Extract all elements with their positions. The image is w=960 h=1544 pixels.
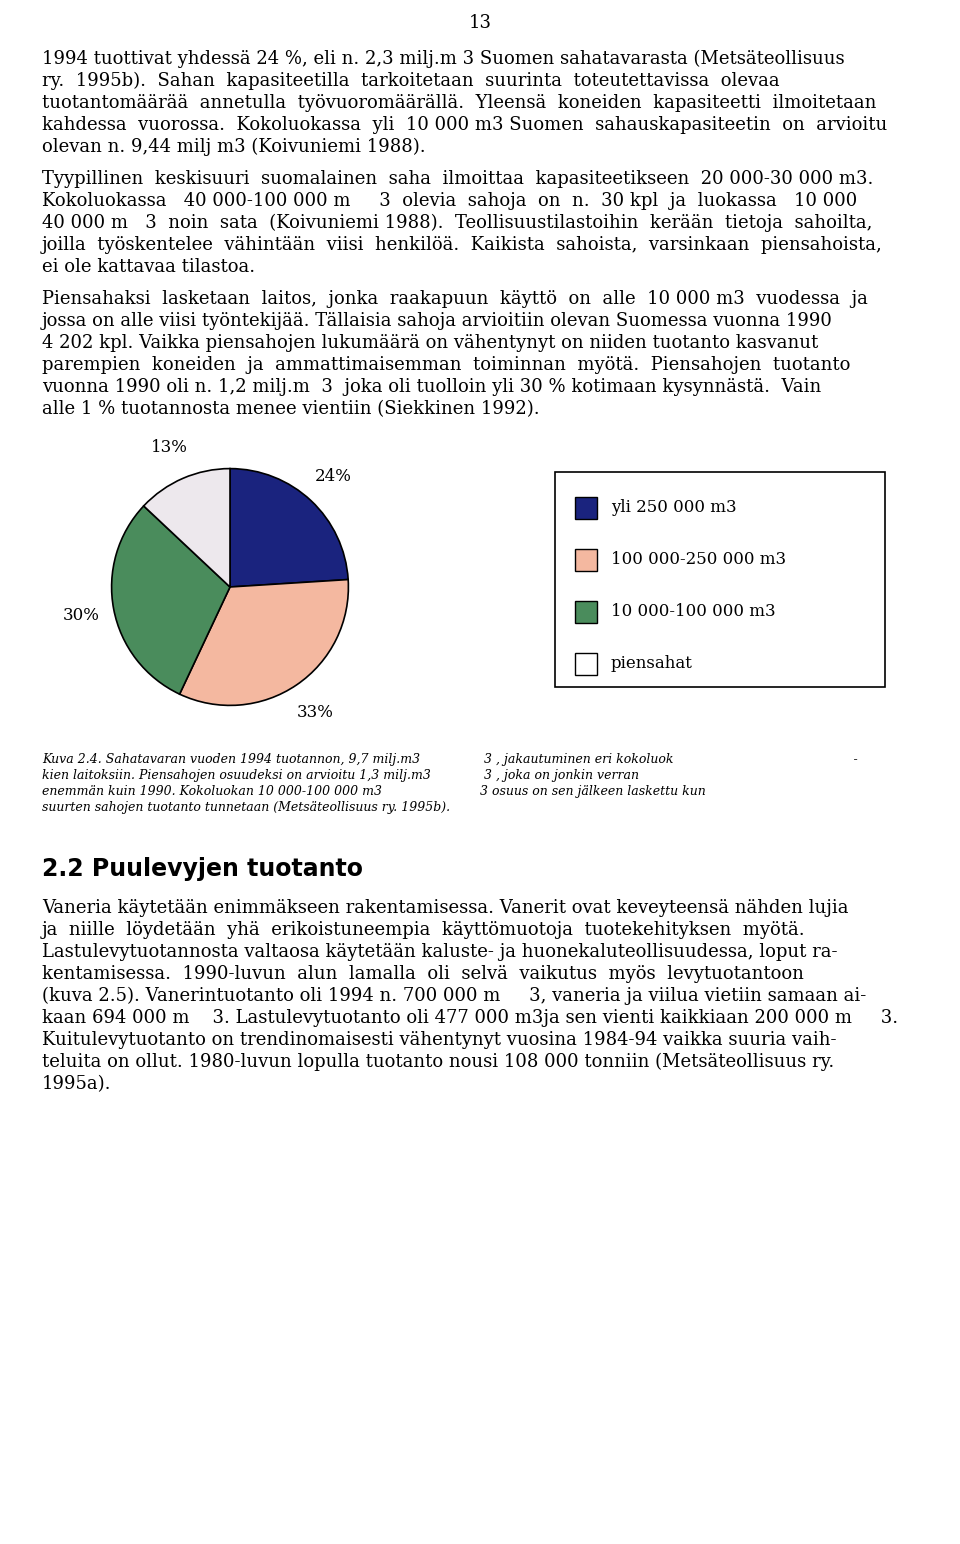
- Wedge shape: [230, 468, 348, 587]
- Text: vuonna 1990 oli n. 1,2 milj.m  3  joka oli tuolloin yli 30 % kotimaan kysynnästä: vuonna 1990 oli n. 1,2 milj.m 3 joka oli…: [42, 378, 821, 395]
- Text: 13: 13: [468, 14, 492, 32]
- Text: Kuva 2.4. Sahatavaran vuoden 1994 tuotannon, 9,7 milj.m3: Kuva 2.4. Sahatavaran vuoden 1994 tuotan…: [42, 753, 420, 766]
- Text: 3 osuus on sen jälkeen laskettu kun: 3 osuus on sen jälkeen laskettu kun: [480, 784, 706, 798]
- Text: 24%: 24%: [315, 468, 352, 485]
- Text: 13%: 13%: [152, 440, 188, 457]
- Text: 33%: 33%: [297, 704, 334, 721]
- Text: alle 1 % tuotannosta menee vientiin (Siekkinen 1992).: alle 1 % tuotannosta menee vientiin (Sie…: [42, 400, 540, 418]
- Text: enemmän kuin 1990. Kokoluokan 10 000-100 000 m3: enemmän kuin 1990. Kokoluokan 10 000-100…: [42, 784, 382, 798]
- Text: yli 250 000 m3: yli 250 000 m3: [611, 500, 736, 517]
- Text: kien laitoksiin. Piensahojen osuudeksi on arvioitu 1,3 milj.m3: kien laitoksiin. Piensahojen osuudeksi o…: [42, 769, 431, 781]
- Text: 3 , joka on jonkin verran: 3 , joka on jonkin verran: [480, 769, 639, 781]
- Bar: [575, 601, 597, 622]
- Text: 30%: 30%: [62, 607, 100, 624]
- Text: ei ole kattavaa tilastoa.: ei ole kattavaa tilastoa.: [42, 258, 255, 276]
- Wedge shape: [144, 468, 230, 587]
- Text: Tyypillinen  keskisuuri  suomalainen  saha  ilmoittaa  kapasiteetikseen  20 000-: Tyypillinen keskisuuri suomalainen saha …: [42, 170, 874, 188]
- Text: piensahat: piensahat: [611, 656, 693, 673]
- Text: tuotantomäärää  annetulla  työvuoromäärällä.  Yleensä  koneiden  kapasiteetti  i: tuotantomäärää annetulla työvuoromääräll…: [42, 94, 876, 113]
- Text: Lastulevytuotannosta valtaosa käytetään kaluste- ja huonekaluteollisuudessa, lop: Lastulevytuotannosta valtaosa käytetään …: [42, 943, 837, 960]
- Text: kaan 694 000 m    3. Lastulevytuotanto oli 477 000 m3ja sen vienti kaikkiaan 200: kaan 694 000 m 3. Lastulevytuotanto oli …: [42, 1008, 899, 1027]
- Bar: [575, 497, 597, 519]
- Text: jossa on alle viisi työntekijää. Tällaisia sahoja arvioitiin olevan Suomessa vuo: jossa on alle viisi työntekijää. Tällais…: [42, 312, 833, 330]
- Text: 4 202 kpl. Vaikka piensahojen lukumäärä on vähentynyt on niiden tuotanto kasvanu: 4 202 kpl. Vaikka piensahojen lukumäärä …: [42, 334, 818, 352]
- Text: ry.  1995b).  Sahan  kapasiteetilla  tarkoitetaan  suurinta  toteutettavissa  ol: ry. 1995b). Sahan kapasiteetilla tarkoit…: [42, 73, 780, 90]
- Bar: [555, 472, 885, 687]
- Text: ja  niille  löydetään  yhä  erikoistuneempia  käyttömuotoja  tuotekehityksen  my: ja niille löydetään yhä erikoistuneempia…: [42, 922, 805, 939]
- Text: parempien  koneiden  ja  ammattimaisemman  toiminnan  myötä.  Piensahojen  tuota: parempien koneiden ja ammattimaisemman t…: [42, 357, 851, 374]
- Text: 1994 tuottivat yhdessä 24 %, eli n. 2,3 milj.m 3 Suomen sahatavarasta (Metsäteol: 1994 tuottivat yhdessä 24 %, eli n. 2,3 …: [42, 49, 845, 68]
- Text: teluita on ollut. 1980-luvun lopulla tuotanto nousi 108 000 tonniin (Metsäteolli: teluita on ollut. 1980-luvun lopulla tuo…: [42, 1053, 834, 1072]
- Text: kentamisessa.  1990-luvun  alun  lamalla  oli  selvä  vaikutus  myös  levytuotan: kentamisessa. 1990-luvun alun lamalla ol…: [42, 965, 804, 984]
- Text: (kuva 2.5). Vanerintuotanto oli 1994 n. 700 000 m     3, vaneria ja viilua vieti: (kuva 2.5). Vanerintuotanto oli 1994 n. …: [42, 987, 866, 1005]
- Text: Piensahaksi  lasketaan  laitos,  jonka  raakapuun  käyttö  on  alle  10 000 m3  : Piensahaksi lasketaan laitos, jonka raak…: [42, 290, 868, 307]
- Text: Kokoluokassa   40 000-100 000 m     3  olevia  sahoja  on  n.  30 kpl  ja  luoka: Kokoluokassa 40 000-100 000 m 3 olevia s…: [42, 191, 857, 210]
- Bar: [575, 550, 597, 571]
- Text: 1995a).: 1995a).: [42, 1075, 111, 1093]
- Bar: [575, 653, 597, 675]
- Text: 2.2 Puulevyjen tuotanto: 2.2 Puulevyjen tuotanto: [42, 857, 363, 882]
- Text: Vaneria käytetään enimmäkseen rakentamisessa. Vanerit ovat keveyteensä nähden lu: Vaneria käytetään enimmäkseen rakentamis…: [42, 899, 849, 917]
- Text: 10 000-100 000 m3: 10 000-100 000 m3: [611, 604, 776, 621]
- Wedge shape: [111, 506, 230, 695]
- Text: Kuitulevytuotanto on trendinomaisesti vähentynyt vuosina 1984-94 vaikka suuria v: Kuitulevytuotanto on trendinomaisesti vä…: [42, 1031, 836, 1048]
- Wedge shape: [180, 579, 348, 706]
- Text: kahdessa  vuorossa.  Kokoluokassa  yli  10 000 m3 Suomen  sahauskapasiteetin  on: kahdessa vuorossa. Kokoluokassa yli 10 0…: [42, 116, 887, 134]
- Text: 3 , jakautuminen eri kokoluok                                             -: 3 , jakautuminen eri kokoluok -: [480, 753, 857, 766]
- Text: 100 000-250 000 m3: 100 000-250 000 m3: [611, 551, 786, 568]
- Text: joilla  työskentelee  vähintään  viisi  henkilöä.  Kaikista  sahoista,  varsinka: joilla työskentelee vähintään viisi henk…: [42, 236, 883, 255]
- Text: olevan n. 9,44 milj m3 (Koivuniemi 1988).: olevan n. 9,44 milj m3 (Koivuniemi 1988)…: [42, 137, 425, 156]
- Text: 40 000 m   3  noin  sata  (Koivuniemi 1988).  Teollisuustilastoihin  kerään  tie: 40 000 m 3 noin sata (Koivuniemi 1988). …: [42, 215, 873, 232]
- Text: suurten sahojen tuotanto tunnetaan (Metsäteollisuus ry. 1995b).: suurten sahojen tuotanto tunnetaan (Mets…: [42, 801, 450, 814]
